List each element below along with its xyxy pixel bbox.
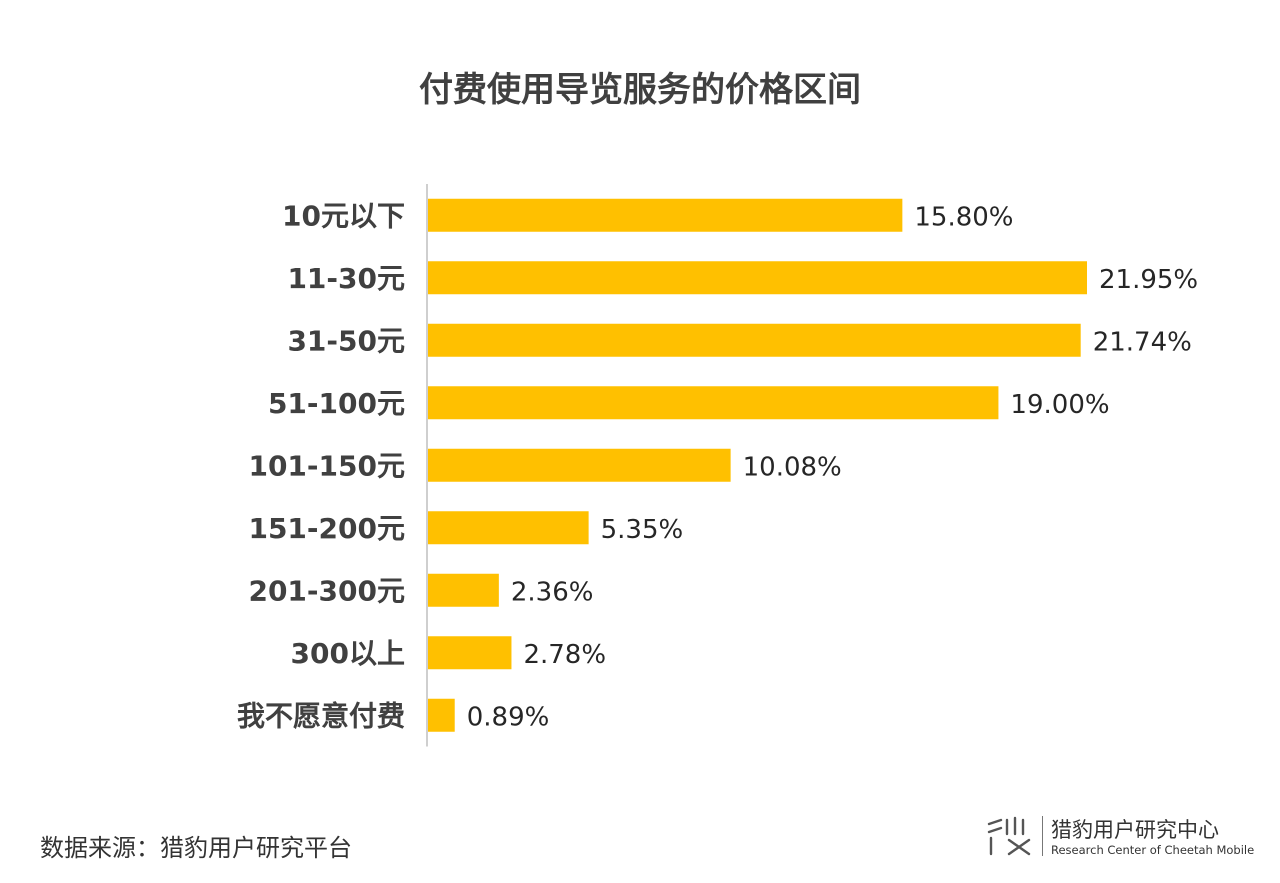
data-source-note: 数据来源：猎豹用户研究平台 (40, 834, 352, 862)
bar (428, 198, 903, 232)
brand-logo: 猎豹用户研究中心 Research Center of Cheetah Mobi… (985, 812, 1255, 862)
value-label: 2.78% (523, 640, 606, 670)
value-label: 0.89% (467, 702, 550, 732)
value-label: 2.36% (511, 577, 594, 607)
brand-separator (1042, 816, 1043, 856)
value-label: 21.95% (1099, 265, 1198, 295)
bar (428, 698, 455, 732)
bar (428, 323, 1081, 357)
cheetah-research-logo-icon (987, 816, 1031, 856)
category-label: 51-100元 (268, 387, 405, 420)
category-label: 10元以下 (282, 199, 405, 232)
value-label: 21.74% (1093, 327, 1192, 357)
category-label: 我不愿意付费 (237, 699, 405, 732)
category-label: 201-300元 (248, 574, 405, 607)
bar (428, 448, 731, 482)
chart-title: 付费使用导览服务的价格区间 (419, 70, 861, 110)
bar (428, 386, 999, 420)
category-label: 300以上 (291, 637, 405, 670)
brand-name: 猎豹用户研究中心 (1051, 818, 1219, 842)
brand-name-english: Research Center of Cheetah Mobile (1051, 843, 1255, 857)
bar (428, 573, 499, 607)
category-label: 31-50元 (287, 324, 405, 357)
value-label: 10.08% (743, 452, 842, 482)
bar (428, 636, 512, 670)
category-label: 101-150元 (248, 449, 405, 482)
category-label: 151-200元 (248, 512, 405, 545)
bar (428, 261, 1087, 295)
value-label: 19.00% (1010, 390, 1109, 420)
value-label: 5.35% (601, 515, 684, 545)
category-label: 11-30元 (287, 262, 405, 295)
bar (428, 511, 589, 545)
value-label: 15.80% (914, 202, 1013, 232)
